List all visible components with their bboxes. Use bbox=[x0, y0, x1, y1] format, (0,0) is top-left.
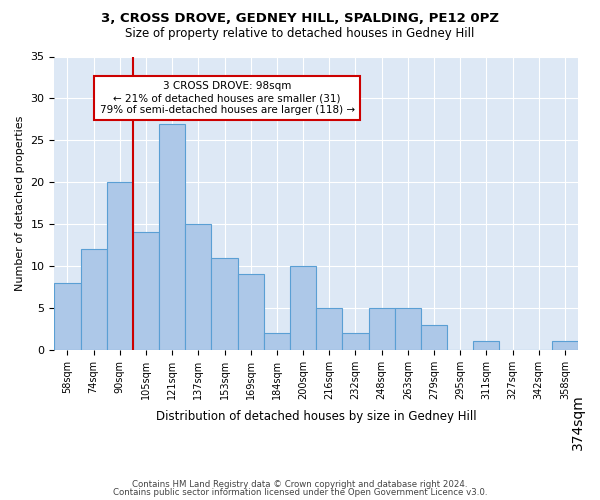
Text: Size of property relative to detached houses in Gedney Hill: Size of property relative to detached ho… bbox=[125, 28, 475, 40]
Bar bbox=[107, 182, 133, 350]
Bar bbox=[133, 232, 159, 350]
X-axis label: Distribution of detached houses by size in Gedney Hill: Distribution of detached houses by size … bbox=[156, 410, 476, 423]
Bar bbox=[55, 283, 80, 350]
Text: Contains HM Land Registry data © Crown copyright and database right 2024.: Contains HM Land Registry data © Crown c… bbox=[132, 480, 468, 489]
Bar bbox=[368, 308, 395, 350]
Bar bbox=[211, 258, 238, 350]
Text: 3 CROSS DROVE: 98sqm
← 21% of detached houses are smaller (31)
79% of semi-detac: 3 CROSS DROVE: 98sqm ← 21% of detached h… bbox=[100, 82, 355, 114]
Bar bbox=[343, 333, 368, 350]
Bar bbox=[159, 124, 185, 350]
Bar bbox=[473, 342, 499, 350]
Y-axis label: Number of detached properties: Number of detached properties bbox=[15, 116, 25, 291]
Text: Contains public sector information licensed under the Open Government Licence v3: Contains public sector information licen… bbox=[113, 488, 487, 497]
Bar bbox=[421, 324, 447, 350]
Bar bbox=[316, 308, 343, 350]
Bar bbox=[185, 224, 211, 350]
Text: 3, CROSS DROVE, GEDNEY HILL, SPALDING, PE12 0PZ: 3, CROSS DROVE, GEDNEY HILL, SPALDING, P… bbox=[101, 12, 499, 26]
Bar bbox=[80, 249, 107, 350]
Bar bbox=[290, 266, 316, 350]
Bar bbox=[264, 333, 290, 350]
Bar bbox=[552, 342, 578, 350]
Bar bbox=[395, 308, 421, 350]
Bar bbox=[238, 274, 264, 350]
